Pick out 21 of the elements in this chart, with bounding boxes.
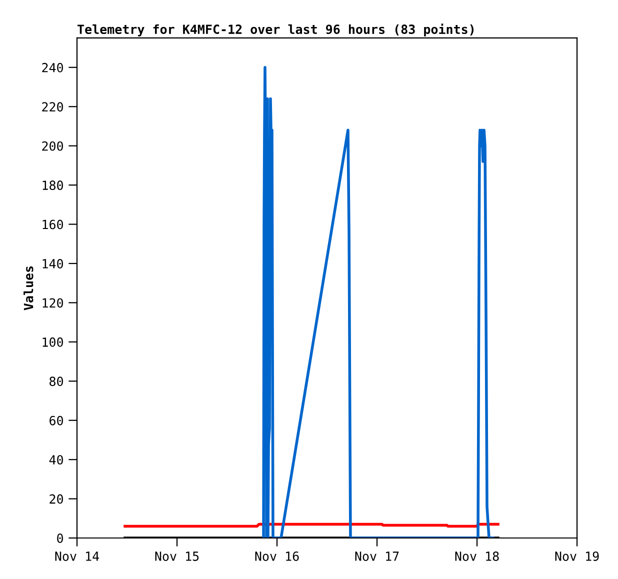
x-tick-label: Nov 19: [555, 551, 599, 561]
y-tick-label: 0: [57, 534, 63, 543]
y-tick-label: 220: [42, 102, 63, 112]
x-tick-label: Nov 16: [255, 551, 299, 561]
x-tick-label: Nov 17: [355, 552, 399, 561]
x-tick-label: Nov 15: [155, 552, 199, 561]
y-tick-label: 40: [49, 455, 63, 465]
y-tick-label: 20: [50, 494, 63, 504]
y-tick-label: 160: [42, 220, 63, 230]
y-tick-label: 180: [42, 180, 63, 190]
x-tick-label: Nov 14: [55, 552, 99, 561]
y-tick-label: 100: [42, 337, 63, 347]
y-tick-label: 60: [50, 416, 63, 426]
y-tick-label: 80: [50, 376, 63, 386]
chart-title: Telemetry for K4MFC-12 over last 96 hours (83 points): [78, 24, 474, 36]
x-tick-label: Nov 18: [455, 551, 499, 561]
y-axis-title: Values: [24, 266, 34, 310]
y-tick-label: 140: [42, 258, 63, 268]
y-tick-label: 200: [42, 141, 63, 151]
y-tick-label: 120: [42, 298, 63, 308]
y-tick-label: 240: [42, 62, 63, 72]
